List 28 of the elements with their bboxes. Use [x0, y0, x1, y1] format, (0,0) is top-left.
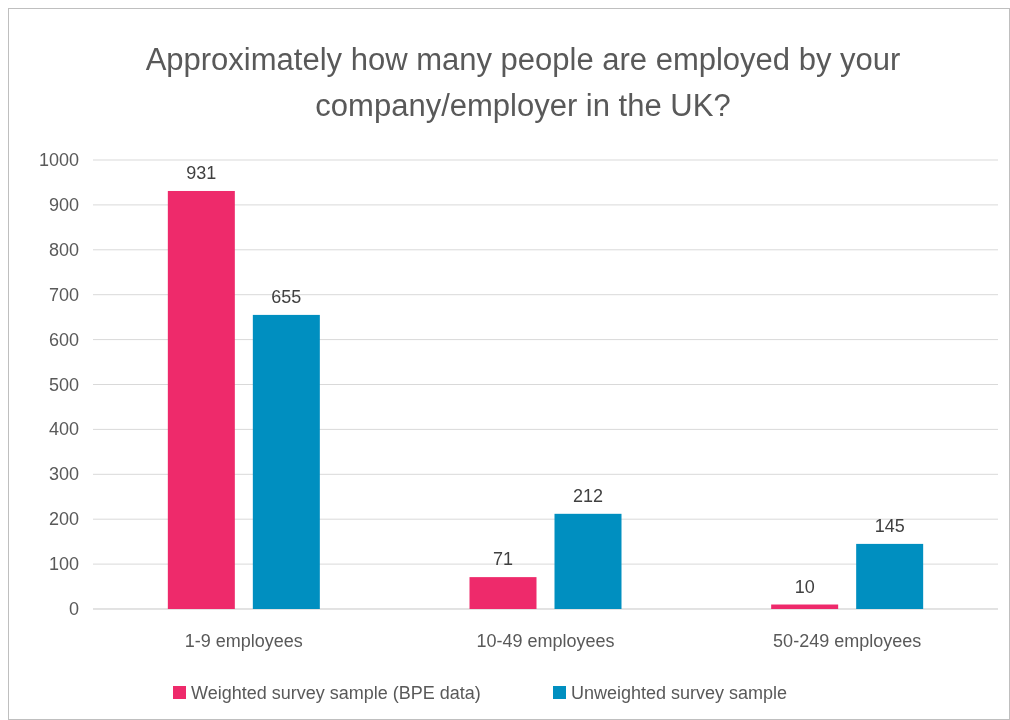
y-tick-label: 600 — [48, 329, 79, 350]
bar — [554, 513, 622, 609]
data-label: 10 — [794, 576, 815, 597]
y-tick-label: 0 — [68, 599, 79, 619]
y-tick-label: 700 — [48, 284, 79, 305]
y-tick-label: 400 — [48, 419, 79, 440]
data-label: 931 — [186, 162, 217, 183]
y-tick-label: 900 — [48, 194, 79, 215]
y-tick-label: 300 — [48, 464, 79, 485]
bar — [167, 190, 235, 609]
y-tick-label: 100 — [48, 554, 79, 575]
legend-label: Weighted survey sample (BPE data) — [191, 683, 481, 703]
y-tick-label: 500 — [48, 374, 79, 395]
x-tick-label: 1-9 employees — [184, 631, 303, 651]
x-tick-label: 50-249 employees — [773, 631, 922, 651]
chart-title: Approximately how many people are employed by your company/employer in the UK? — [145, 42, 901, 123]
data-label: 212 — [572, 485, 604, 506]
data-label: 655 — [271, 286, 302, 307]
y-tick-label: 1000 — [38, 150, 79, 170]
legend-label: Unweighted survey sample — [571, 683, 788, 703]
data-label: 145 — [874, 515, 905, 536]
y-tick-label: 200 — [48, 509, 79, 530]
data-label: 71 — [492, 549, 514, 570]
bar — [856, 543, 924, 609]
bar — [252, 314, 320, 609]
x-tick-label: 10-49 employees — [476, 631, 615, 651]
bar — [469, 577, 537, 609]
y-tick-label: 800 — [48, 239, 79, 260]
